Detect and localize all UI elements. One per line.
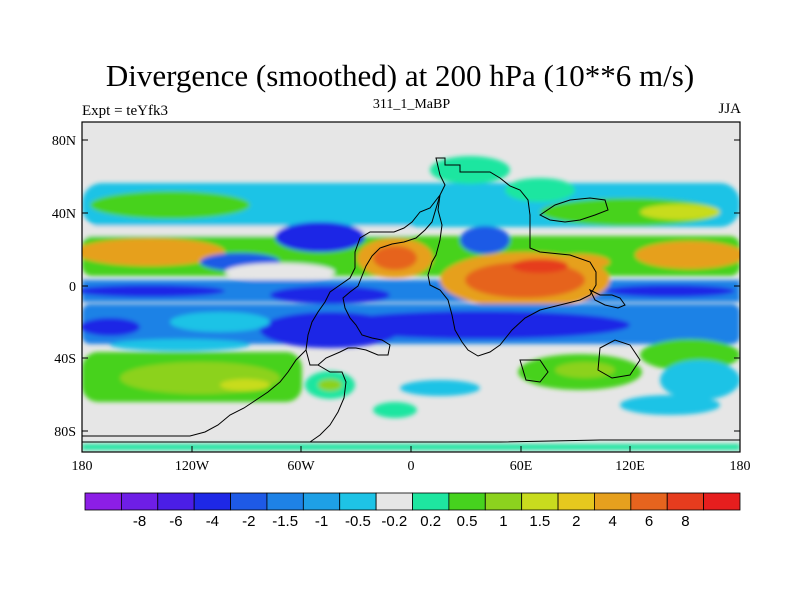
colorbar-label: 2 [572,513,580,530]
field-region [225,263,335,281]
colorbar-label: 1 [499,513,507,530]
x-tick-label: 0 [408,459,415,474]
field-region [400,380,480,396]
colorbar-label: 1.5 [529,513,550,530]
y-tick-label: 40S [54,352,76,367]
colorbar-box [266,492,304,511]
field-region [170,312,270,332]
colorbar-label: -8 [133,513,146,530]
colorbar-box [339,492,377,511]
field-region [620,395,720,415]
field-region [260,312,400,348]
experiment-label: Expt = teYfk3 [82,103,168,119]
y-axis-labels: 80N 40N 0 40S 80S [52,134,76,440]
x-tick-label: 120W [175,459,210,474]
field-region [373,402,417,418]
field-region [640,204,720,220]
x-tick-label: 60E [510,459,533,474]
field-region [90,191,250,219]
colorbar-box [594,492,632,511]
colorbar-box [666,492,705,511]
colorbar-box [703,492,741,511]
coastline [427,157,597,357]
field-region [275,222,365,252]
field-region [512,259,568,273]
field-region [505,178,575,202]
field-region [110,339,250,351]
colorbar-box [302,492,341,511]
coastline [82,349,307,437]
run-label: 311_1_MaBP [372,97,451,112]
colorbar-box [521,492,559,511]
colorbar-box [120,492,159,511]
colorbar: -8 -6 -4 -2 -1.5 -1 -0.5 -0.2 0.2 0.5 1 1.5 2 4 6 8 [84,492,741,530]
x-tick-label: 60W [287,459,315,474]
field-region [660,360,740,400]
colorbar-label: -1 [315,513,328,530]
coastline [519,359,549,383]
y-tick-label: 0 [69,280,76,295]
colorbar-box [193,492,231,511]
field-region [82,318,140,336]
field-region [460,226,510,254]
y-tick-label: 80S [54,425,76,440]
coastline [309,364,347,443]
colorbar-label: 0.2 [420,513,441,530]
field-region [330,311,630,339]
coastlines [82,157,740,443]
coastline [539,197,609,223]
colorbar-box [157,492,195,511]
colorbar-box [412,492,450,511]
colorbar-label: 0.5 [457,513,478,530]
coastline [82,380,740,443]
coastline [305,194,441,366]
colorbar-label: -0.5 [345,513,371,530]
field-region [270,286,390,304]
y-tick-label: 40N [52,207,76,222]
field-region [373,246,417,270]
plot-title: Divergence (smoothed) at 200 hPa (10**6 … [105,58,695,93]
field-region [220,379,270,391]
colorbar-box [448,492,486,511]
divergence-field [82,122,740,452]
x-axis-labels: 180 120W 60W 0 60E 120E 180 [72,459,751,474]
colorbar-label: -0.2 [381,513,407,530]
field-region [430,156,510,184]
colorbar-label: 8 [681,513,689,530]
colorbar-label: -4 [206,513,219,530]
coastline [588,288,626,309]
x-tick-label: 120E [615,459,645,474]
field-region [605,285,735,297]
colorbar-label: -1.5 [272,513,298,530]
x-tick-label: 180 [730,459,751,474]
field-region [635,241,740,269]
season-label: JJA [718,101,741,117]
colorbar-box [630,492,668,511]
colorbar-label: 4 [608,513,616,530]
colorbar-box [84,492,122,511]
colorbar-label: 6 [645,513,653,530]
field-region [82,238,225,266]
colorbar-box [484,492,523,511]
colorbar-label: -6 [169,513,182,530]
field-region [318,379,342,391]
colorbar-box [230,492,268,511]
coastline [597,339,641,379]
tick-marks [81,139,741,452]
y-tick-label: 80N [52,134,76,149]
x-tick-label: 180 [72,459,93,474]
field-region [82,285,225,297]
colorbar-box [557,492,595,511]
colorbar-box [375,492,413,511]
field-region [555,362,615,378]
colorbar-label: -2 [242,513,255,530]
